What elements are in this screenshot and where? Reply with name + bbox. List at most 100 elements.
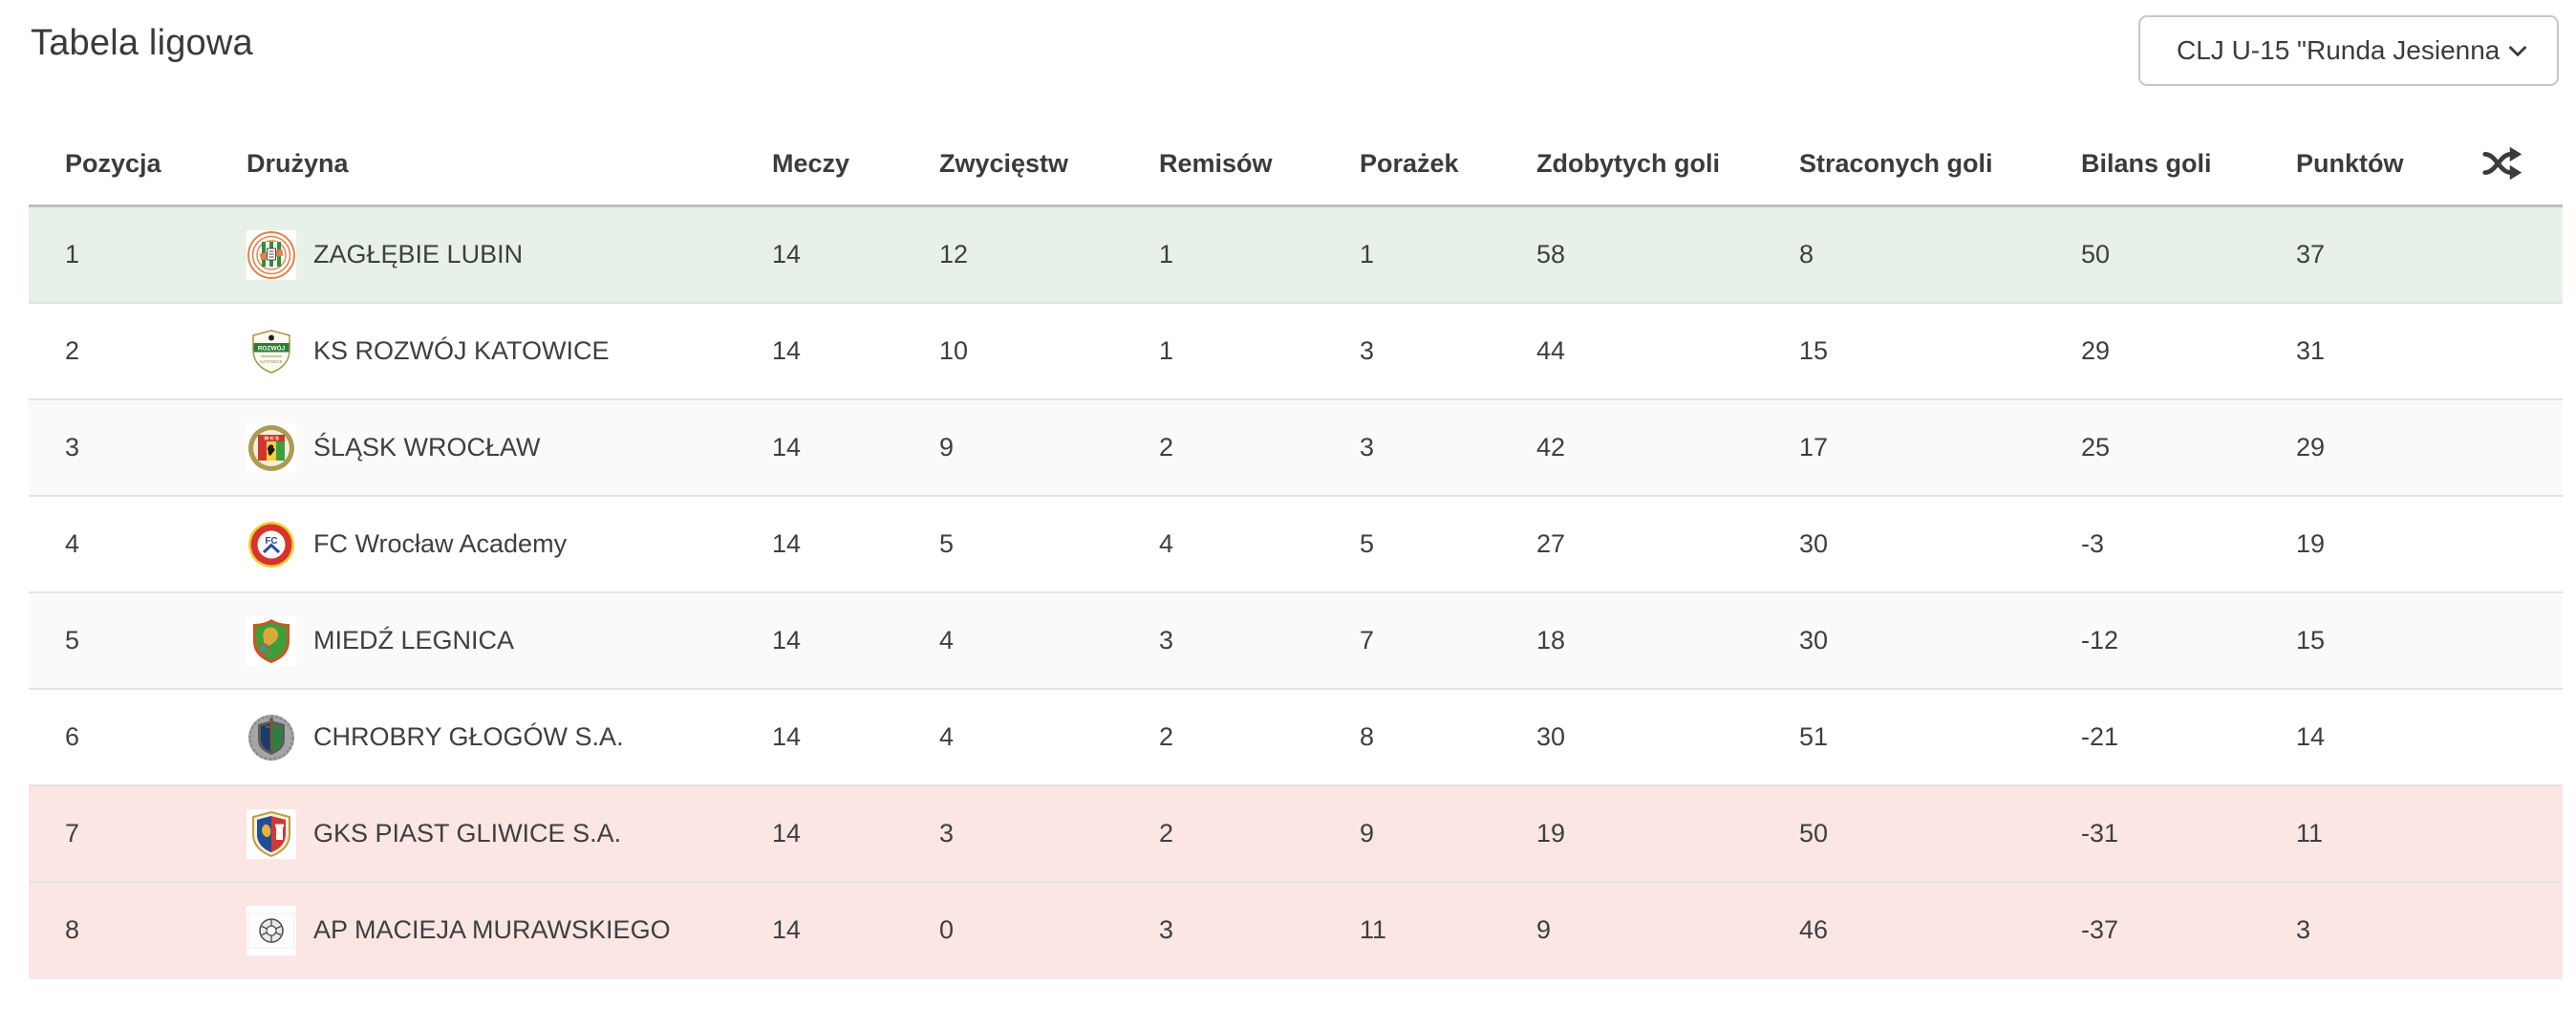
- chevron-down-icon: [2503, 36, 2532, 65]
- position-cell: 3: [65, 433, 80, 462]
- team-name: FC Wrocław Academy: [313, 529, 568, 558]
- goals-against-cell: 46: [1799, 915, 1829, 944]
- goals-for-cell: 58: [1536, 240, 1566, 268]
- losses-cell: 3: [1360, 433, 1375, 462]
- goals-against-cell: 15: [1799, 336, 1829, 365]
- position-cell: 5: [65, 626, 80, 655]
- goal-balance-cell: -21: [2081, 722, 2119, 751]
- goals-for-cell: 18: [1536, 626, 1566, 655]
- points-cell: 31: [2296, 336, 2326, 365]
- losses-cell: 5: [1360, 529, 1375, 558]
- draws-cell: 2: [1159, 433, 1174, 462]
- zaglebie-lubin-badge: [247, 229, 296, 280]
- matches-cell: 14: [772, 819, 802, 848]
- team-name: AP MACIEJA MURAWSKIEGO: [313, 915, 671, 944]
- ap-murawskiego-badge: [247, 905, 296, 955]
- points-cell: 11: [2296, 819, 2324, 848]
- points-cell: 19: [2296, 529, 2326, 558]
- table-row: 3 W·K·S ŚLĄSK WROCŁAW 14 9 2 3 42 17 25 29: [29, 400, 2563, 497]
- svg-text:ROZWÓJ: ROZWÓJ: [258, 343, 286, 352]
- draws-cell: 2: [1159, 722, 1174, 751]
- goal-balance-cell: -12: [2081, 626, 2119, 655]
- goals-for-cell: 27: [1536, 529, 1566, 558]
- position-cell: 4: [65, 529, 80, 558]
- column-header-zwyciestw: Zwycięstw: [939, 148, 1069, 178]
- team-name: MIEDŹ LEGNICA: [313, 626, 515, 655]
- svg-text:KATOWICE: KATOWICE: [260, 359, 283, 364]
- league-select[interactable]: CLJ U-15 "Runda Jesienna G…: [2138, 15, 2559, 86]
- column-header-straconych-goli: Straconych goli: [1799, 148, 1993, 178]
- position-cell: 1: [65, 240, 80, 268]
- team-cell: CHROBRY GŁOGÓW S.A.: [210, 712, 736, 762]
- losses-cell: 7: [1360, 626, 1375, 655]
- fc-wroclaw-academy-badge: FC: [247, 519, 296, 569]
- draws-cell: 1: [1159, 336, 1174, 365]
- table-row: 6 CHROBRY GŁOGÓW S.A. 14 4 2 8 30 51 -21 14: [29, 690, 2563, 786]
- wins-cell: 3: [939, 819, 955, 848]
- shuffle-icon[interactable]: [2446, 144, 2563, 182]
- table-header-row: Pozycja Drużyna Meczy Zwycięstw Remisów …: [29, 122, 2563, 204]
- team-cell: AP MACIEJA MURAWSKIEGO: [210, 905, 736, 955]
- team-name: ZAGŁĘBIE LUBIN: [313, 240, 524, 268]
- points-cell: 29: [2296, 433, 2326, 462]
- goals-for-cell: 30: [1536, 722, 1566, 751]
- column-header-meczy: Meczy: [772, 148, 850, 178]
- goal-balance-cell: 50: [2081, 240, 2111, 268]
- draws-cell: 2: [1159, 819, 1174, 848]
- goals-against-cell: 30: [1799, 529, 1829, 558]
- goals-for-cell: 44: [1536, 336, 1566, 365]
- column-header-bilans-goli: Bilans goli: [2081, 148, 2212, 178]
- goals-against-cell: 17: [1799, 433, 1829, 462]
- table-rows: 1 ZAGŁĘBIE LUBIN 14 12 1 1 58 8 50 37 2 ROZWÓJ KATOW…: [29, 204, 2563, 979]
- goals-for-cell: 42: [1536, 433, 1566, 462]
- matches-cell: 14: [772, 433, 802, 462]
- wins-cell: 12: [939, 240, 969, 268]
- losses-cell: 8: [1360, 722, 1375, 751]
- team-cell: GKS PIAST GLIWICE S.A.: [210, 808, 736, 859]
- matches-cell: 14: [772, 529, 802, 558]
- goal-balance-cell: -31: [2081, 819, 2119, 848]
- table-row: 8 AP MACIEJA MURAWSKIEGO 14 0 3 11 9 46 -37 3: [29, 883, 2563, 979]
- chrobry-glogow-badge: [247, 712, 296, 762]
- draws-cell: 4: [1159, 529, 1174, 558]
- team-cell: MIEDŹ LEGNICA: [210, 615, 736, 666]
- team-cell: W·K·S ŚLĄSK WROCŁAW: [210, 422, 736, 473]
- goals-for-cell: 9: [1536, 915, 1552, 944]
- matches-cell: 14: [772, 240, 802, 268]
- column-header-zdobytych-goli: Zdobytych goli: [1536, 148, 1720, 178]
- draws-cell: 3: [1159, 626, 1174, 655]
- column-header-punktow: Punktów: [2296, 148, 2404, 178]
- table-row: 1 ZAGŁĘBIE LUBIN 14 12 1 1 58 8 50 37: [29, 207, 2563, 304]
- goals-against-cell: 50: [1799, 819, 1829, 848]
- piast-gliwice-badge: [247, 808, 296, 859]
- losses-cell: 1: [1360, 240, 1375, 268]
- team-name: KS ROZWÓJ KATOWICE: [313, 336, 610, 365]
- goals-against-cell: 8: [1799, 240, 1814, 268]
- team-cell: ROZWÓJ KATOWICE KS ROZWÓJ KATOWICE: [210, 326, 736, 376]
- column-header-remisow: Remisów: [1159, 148, 1273, 178]
- points-cell: 15: [2296, 626, 2326, 655]
- position-cell: 6: [65, 722, 80, 751]
- wins-cell: 5: [939, 529, 955, 558]
- league-select-value: CLJ U-15 "Runda Jesienna G…: [2177, 35, 2503, 65]
- table-row: 7 GKS PIAST GLIWICE S.A. 14 3 2 9 19 50 -31 11: [29, 786, 2563, 883]
- column-header-porazek: Porażek: [1360, 148, 1459, 178]
- table-row: 5 MIEDŹ LEGNICA 14 4 3 7 18 30 -12 15: [29, 593, 2563, 690]
- team-cell: ZAGŁĘBIE LUBIN: [210, 229, 736, 280]
- points-cell: 37: [2296, 240, 2326, 268]
- page-title: Tabela ligowa: [31, 23, 253, 63]
- position-cell: 7: [65, 819, 80, 848]
- team-name: ŚLĄSK WROCŁAW: [313, 433, 541, 462]
- table-row: 2 ROZWÓJ KATOWICE KS ROZWÓJ KATOWICE 14 10 1 3 4…: [29, 304, 2563, 400]
- goals-for-cell: 19: [1536, 819, 1566, 848]
- draws-cell: 1: [1159, 240, 1174, 268]
- team-cell: FC FC Wrocław Academy: [210, 519, 736, 569]
- column-header-druzyna: Drużyna: [247, 148, 349, 178]
- draws-cell: 3: [1159, 915, 1174, 944]
- goal-balance-cell: -37: [2081, 915, 2119, 944]
- position-cell: 8: [65, 915, 80, 944]
- goal-balance-cell: 29: [2081, 336, 2111, 365]
- team-name: GKS PIAST GLIWICE S.A.: [313, 819, 622, 848]
- svg-text:FC: FC: [265, 536, 277, 547]
- losses-cell: 3: [1360, 336, 1375, 365]
